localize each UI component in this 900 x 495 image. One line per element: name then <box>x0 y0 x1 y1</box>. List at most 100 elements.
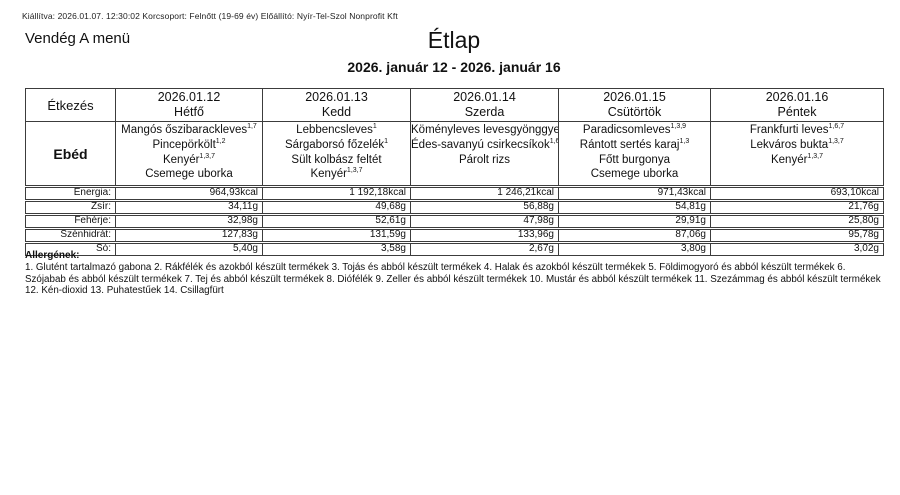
meal-item: Kenyér1,3,7 <box>310 167 363 181</box>
page-title: Étlap <box>427 27 481 53</box>
menu-name-label: Vendég A menü <box>25 30 131 47</box>
day-header-hétfő: 2026.01.12 Hétfő <box>115 88 263 122</box>
day-name: Szerda <box>464 105 505 119</box>
day-name: Péntek <box>777 105 817 119</box>
nutrient-label: Só: <box>25 243 116 256</box>
meal-item: Kenyér1,3,7 <box>770 152 823 166</box>
nutrient-value-day-5: 693,10kcal <box>710 187 884 200</box>
nutrient-value-day-5: 21,76g <box>710 201 884 214</box>
meal-item: Kenyér1,3,7 <box>162 152 215 166</box>
nutrient-value-day-2: 49,68g <box>262 201 411 214</box>
day-name: Kedd <box>321 105 352 119</box>
allergen-numbers: 1,3,9 <box>670 123 687 131</box>
meal-item: Csemege uborka <box>145 168 233 181</box>
nutrient-value-day-2: 3,58g <box>262 243 411 256</box>
day-date: 2026.01.15 <box>603 90 666 104</box>
allergens-heading: Allergének: <box>25 250 80 261</box>
nutrient-value-day-3: 56,88g <box>410 201 559 214</box>
allergen-numbers: 1,6,7 <box>828 123 845 131</box>
nutrient-row-table: Só: 5,40g 3,58g 2,67g 3,80g 3,02g <box>25 243 884 256</box>
nutrient-value-day-1: 127,83g <box>115 229 263 242</box>
meal-item: Csemege uborka <box>590 168 679 181</box>
nutrient-row-table: Szénhidrát: 127,83g 131,59g 133,96g 87,06g 95… <box>25 229 884 242</box>
meal-item: Frankfurti leves1,6,7 <box>749 123 845 136</box>
nutrient-label: Fehérje: <box>25 215 116 228</box>
day-date: 2026.01.12 <box>157 90 221 104</box>
nutrient-row: Szénhidrát: 127,83g 131,59g 133,96g 87,06g 95… <box>25 229 884 242</box>
meal-item: Mangós őszibarackleves1,7 <box>121 123 257 136</box>
nutrient-row: Zsír: 34,11g 49,68g 56,88g 54,81g 21,76g <box>25 201 884 214</box>
nutrient-value-day-4: 971,43kcal <box>558 187 711 200</box>
lunch-items-day-5: Frankfurti leves1,6,7 Lekváros bukta1,3,7… <box>710 121 884 186</box>
nutrient-value-day-1: 5,40g <box>115 243 263 256</box>
allergens-text: 1. Glutént tartalmazó gabona 2. Rákfélék… <box>25 262 881 296</box>
date-range-subtitle: 2026. január 12 - 2026. január 16 <box>347 59 561 75</box>
nutrient-value-day-3: 1 246,21kcal <box>410 187 559 200</box>
nutrient-value-day-4: 54,81g <box>558 201 711 214</box>
meal-item: Párolt rizs <box>458 153 511 166</box>
lunch-items-day-1: Mangós őszibarackleves1,7 Pincepörkölt1,2… <box>115 121 263 186</box>
meal-item: Lebbencsleves1 <box>296 123 377 136</box>
nutrient-value-day-3: 47,98g <box>410 215 559 228</box>
day-date: 2026.01.16 <box>765 90 829 104</box>
meal-item: Paradicsomleves1,3,9 <box>582 123 687 136</box>
allergen-numbers: 1,3,7 <box>346 167 363 175</box>
day-name: Hétfő <box>174 105 204 119</box>
meal-column-header: Étkezés <box>25 88 116 122</box>
weekly-menu-table: Étkezés 2026.01.12 Hétfő 2026.01.13 Kedd 202… <box>25 88 884 186</box>
meal-item: Köményleves levesgyönggyel1,3,7 <box>411 124 559 136</box>
meal-item: Főtt burgonya <box>599 153 670 166</box>
allergen-numbers: 1,3,7 <box>807 152 823 160</box>
nutrient-value-day-4: 29,91g <box>558 215 711 228</box>
nutrient-row-table: Fehérje: 32,98g 52,61g 47,98g 29,91g 25,80g <box>25 215 884 228</box>
allergen-numbers: 1,3 <box>679 137 690 145</box>
allergens-section: Allergének: 1. Glutént tartalmazó gabona… <box>25 250 887 297</box>
nutrient-value-day-5: 3,02g <box>710 243 884 256</box>
nutrient-rows: Energia: 964,93kcal 1 192,18kcal 1 246,21kc… <box>25 187 885 256</box>
allergen-numbers: 1 <box>372 123 377 131</box>
lunch-row: Ebéd Mangós őszibarackleves1,7 Pincepörkö… <box>25 121 884 186</box>
nutrient-row: Só: 5,40g 3,58g 2,67g 3,80g 3,02g <box>25 243 884 256</box>
nutrient-value-day-5: 95,78g <box>710 229 884 242</box>
nutrient-value-day-2: 131,59g <box>262 229 411 242</box>
meal-item: Sárgaborsó főzelék1 <box>285 137 388 151</box>
nutrient-value-day-3: 2,67g <box>410 243 559 256</box>
nutrient-value-day-1: 964,93kcal <box>115 187 263 200</box>
nutrient-row: Energia: 964,93kcal 1 192,18kcal 1 246,21kc… <box>25 187 884 200</box>
allergen-numbers: 1,2 <box>215 137 226 145</box>
meal-item: Lekváros bukta1,3,7 <box>750 137 844 151</box>
meal-item: Édes-savanyú csirkecsíkok1,6,12 <box>412 137 559 153</box>
nutrient-value-day-1: 32,98g <box>115 215 263 228</box>
allergen-numbers: 1,3,7 <box>828 137 844 145</box>
nutrient-value-day-5: 25,80g <box>710 215 884 228</box>
day-date: 2026.01.13 <box>305 90 368 104</box>
allergen-numbers: 1 <box>384 137 388 145</box>
meal-item: Sült kolbász feltét <box>291 153 382 166</box>
day-date: 2026.01.14 <box>453 90 516 104</box>
issued-meta-line: Kiállítva: 2026.01.07. 12:30:02 Korcsopo… <box>22 11 398 21</box>
nutrient-value-day-4: 87,06g <box>558 229 711 242</box>
day-name: Csütörtök <box>607 105 662 119</box>
meal-item: Rántott sertés karaj1,3 <box>579 137 690 151</box>
day-header-kedd: 2026.01.13 Kedd <box>262 88 411 122</box>
nutrient-row-table: Energia: 964,93kcal 1 192,18kcal 1 246,21kc… <box>25 187 884 200</box>
meal-item: Pincepörkölt1,2 <box>152 137 226 151</box>
nutrient-label: Energia: <box>25 187 116 200</box>
menu-table-area: Étkezés 2026.01.12 Hétfő 2026.01.13 Kedd 202… <box>25 88 885 256</box>
nutrient-row-table: Zsír: 34,11g 49,68g 56,88g 54,81g 21,76g <box>25 201 884 214</box>
table-header-row: Étkezés 2026.01.12 Hétfő 2026.01.13 Kedd 202… <box>25 88 884 122</box>
lunch-items-day-4: Paradicsomleves1,3,9 Rántott sertés karaj… <box>558 121 711 186</box>
allergen-numbers: 1,6,12 <box>549 137 559 145</box>
nutrient-value-day-2: 52,61g <box>262 215 411 228</box>
allergen-numbers: 1,7 <box>247 123 257 131</box>
nutrient-value-day-3: 133,96g <box>410 229 559 242</box>
nutrient-value-day-2: 1 192,18kcal <box>262 187 411 200</box>
day-header-csütörtök: 2026.01.15 Csütörtök <box>558 88 711 122</box>
nutrient-label: Szénhidrát: <box>25 229 116 242</box>
nutrient-row: Fehérje: 32,98g 52,61g 47,98g 29,91g 25,80g <box>25 215 884 228</box>
day-header-szerda: 2026.01.14 Szerda <box>410 88 559 122</box>
nutrient-value-day-1: 34,11g <box>115 201 263 214</box>
lunch-items-day-3: Köményleves levesgyönggyel1,3,7Édes-sava… <box>410 121 559 186</box>
nutrient-label: Zsír: <box>25 201 116 214</box>
